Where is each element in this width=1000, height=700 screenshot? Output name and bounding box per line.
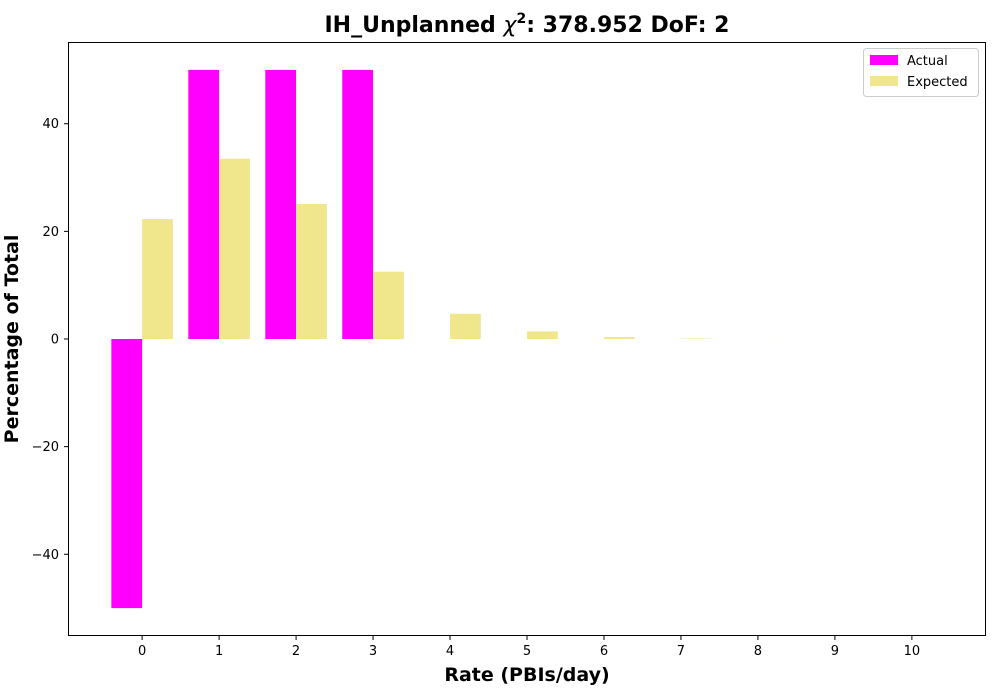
bar-expected-5 xyxy=(527,331,558,339)
bar-expected-0 xyxy=(142,218,173,339)
bar-actual-3 xyxy=(342,69,374,339)
bar-expected-1 xyxy=(219,158,250,339)
x-tick-label: 2 xyxy=(292,644,300,659)
bar-actual-0 xyxy=(111,339,143,609)
y-tick-label: −40 xyxy=(32,548,59,563)
plot-bars xyxy=(111,69,943,609)
legend-swatch-expected xyxy=(870,76,898,86)
bar-expected-2 xyxy=(296,203,327,339)
legend: Actual Expected xyxy=(863,48,979,97)
y-tick-label: −20 xyxy=(32,440,59,455)
legend-label-expected: Expected xyxy=(907,75,968,90)
chart-title: IH_Unplanned χ2: 378.952 DoF: 2 xyxy=(325,11,730,38)
x-axis-label: Rate (PBIs/day) xyxy=(444,664,609,686)
y-axis-label: Percentage of Total xyxy=(1,235,23,444)
x-tick-label: 8 xyxy=(754,644,762,659)
x-tick-label: 7 xyxy=(677,644,685,659)
y-axis-ticks: −40 −20 0 20 40 xyxy=(32,117,69,563)
plot-frame xyxy=(68,42,986,636)
legend-label-actual: Actual xyxy=(907,54,948,69)
bar-expected-6 xyxy=(603,337,635,339)
bar-actual-1 xyxy=(188,69,220,339)
bar-expected-4 xyxy=(450,313,481,339)
x-tick-label: 5 xyxy=(523,644,531,659)
x-tick-label: 3 xyxy=(369,644,377,659)
x-tick-label: 6 xyxy=(600,644,608,659)
y-tick-label: 20 xyxy=(42,225,59,240)
bar-expected-3 xyxy=(373,271,404,339)
x-axis-ticks: 0 1 2 3 4 5 6 7 8 9 10 xyxy=(138,635,920,659)
bar-actual-2 xyxy=(265,69,297,339)
x-tick-label: 0 xyxy=(138,644,146,659)
legend-swatch-actual xyxy=(870,55,898,65)
x-tick-label: 4 xyxy=(446,644,454,659)
x-tick-label: 10 xyxy=(904,644,921,659)
y-tick-label: 40 xyxy=(42,117,59,132)
y-tick-label: 0 xyxy=(51,333,59,348)
x-tick-label: 1 xyxy=(215,644,223,659)
x-tick-label: 9 xyxy=(831,644,839,659)
